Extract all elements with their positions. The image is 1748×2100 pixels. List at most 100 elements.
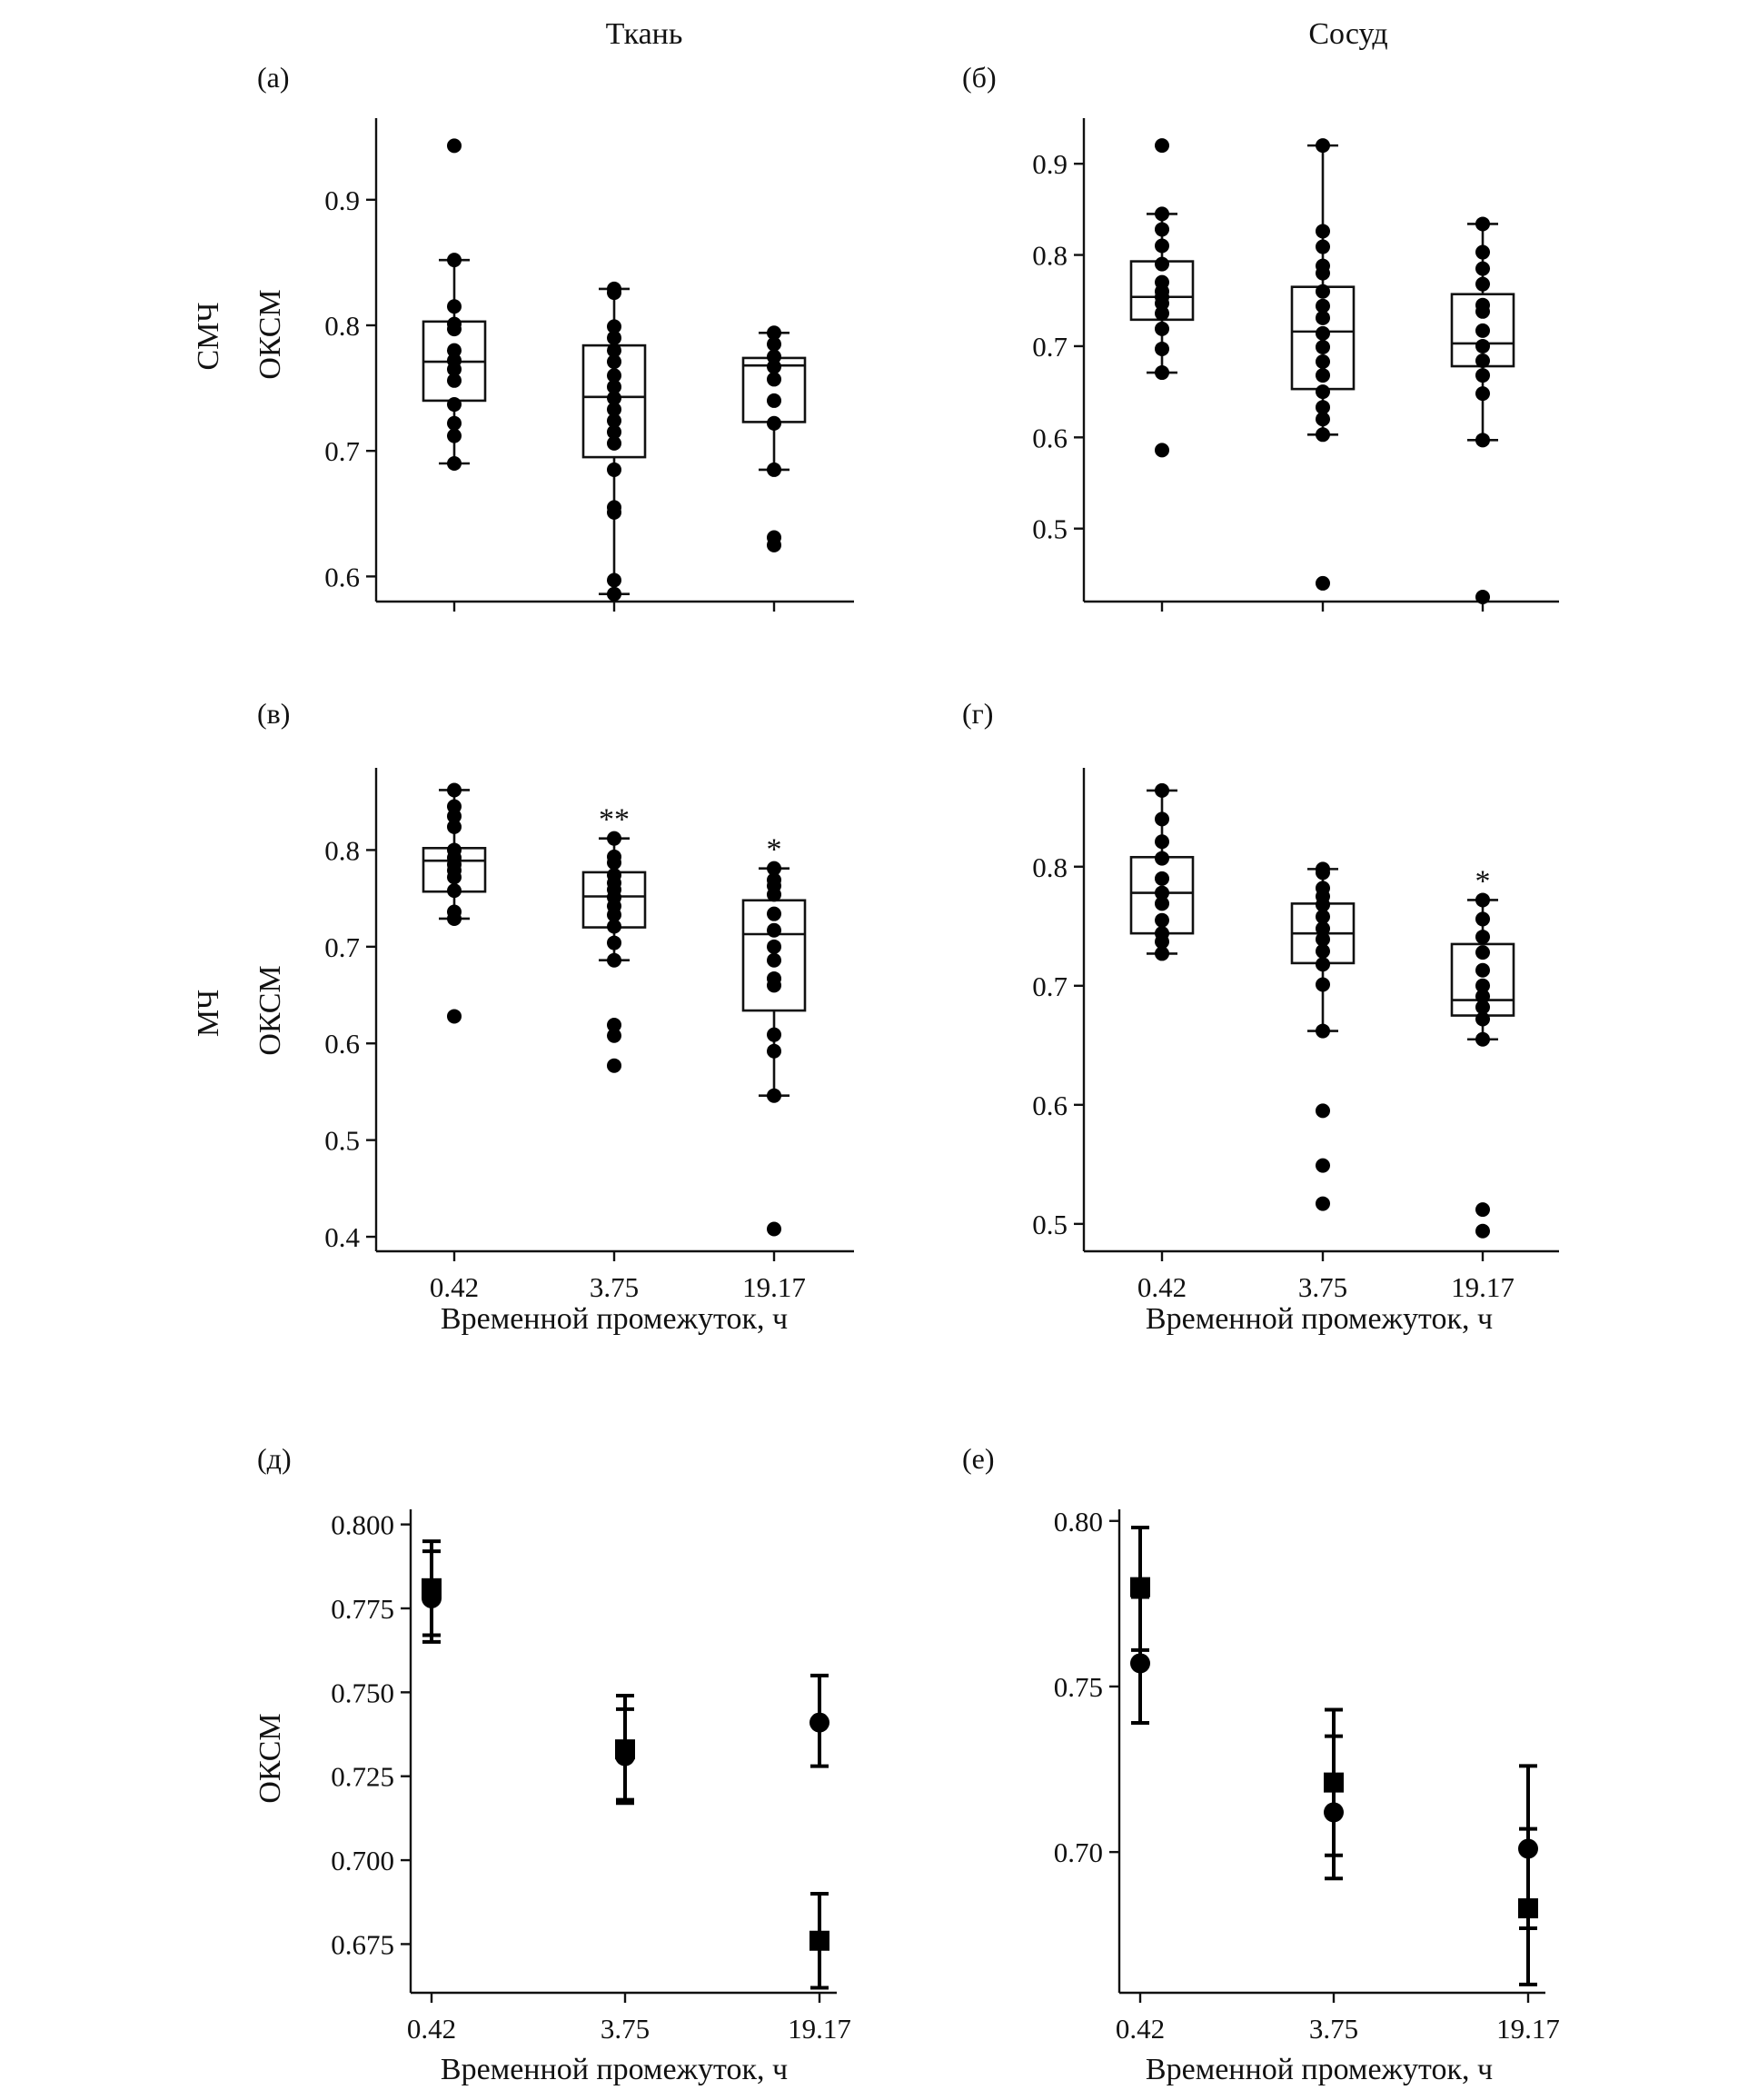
data-point: [1475, 216, 1490, 232]
data-point: [767, 952, 781, 968]
data-point: [767, 1221, 781, 1237]
data-point: [1316, 298, 1330, 314]
data-point: [607, 462, 621, 477]
data-point: [447, 870, 462, 885]
y-tick-label: 0.800: [331, 1509, 394, 1541]
y-tick-label: 0.7: [1032, 331, 1068, 363]
data-point: [767, 1088, 781, 1103]
y-tick-label: 0.9: [1032, 148, 1068, 180]
data-point: [1316, 400, 1330, 415]
data-point: [1155, 871, 1169, 886]
y-tick-label: 0.6: [1032, 422, 1068, 453]
mean-marker-square: [1518, 1898, 1538, 1919]
panel-label-f: (е): [962, 1442, 995, 1475]
data-point: [1155, 238, 1169, 254]
data-point: [1316, 310, 1330, 325]
y-tick-label: 0.8: [324, 310, 360, 342]
mean-marker-square: [1130, 1577, 1150, 1597]
x-axis-label-e: Временной промежуток, ч: [441, 2053, 788, 2086]
x-tick-label: 0.42: [1137, 1271, 1187, 1303]
data-point: [607, 354, 621, 370]
x-tick-label: 19.17: [1496, 2013, 1560, 2045]
data-point: [1155, 321, 1169, 336]
x-axis-label-f: Временной промежуток, ч: [1146, 2053, 1493, 2086]
y-tick-label: 0.8: [1032, 851, 1068, 883]
significance-marker: **: [599, 803, 630, 837]
data-point: [1155, 946, 1169, 961]
data-point: [607, 1058, 621, 1073]
data-point: [1475, 945, 1490, 960]
data-point: [1316, 265, 1330, 281]
data-point: [607, 343, 621, 358]
data-point: [1155, 851, 1169, 866]
data-point: [1475, 323, 1490, 338]
data-point: [447, 299, 462, 314]
x-tick-label: 19.17: [1451, 1271, 1515, 1303]
data-point: [447, 883, 462, 899]
data-point: [1475, 1031, 1490, 1047]
data-point: [607, 935, 621, 950]
data-point: [1155, 896, 1169, 911]
data-point: [1475, 304, 1490, 319]
data-point: [1475, 1000, 1490, 1015]
y-tick-label: 0.775: [331, 1593, 394, 1625]
data-point: [1155, 222, 1169, 237]
data-point: [607, 413, 621, 429]
data-point: [1316, 325, 1330, 341]
data-point: [447, 397, 462, 413]
x-tick-label: 0.42: [407, 2013, 456, 2045]
y-tick-label: 0.75: [1054, 1671, 1103, 1703]
y-tick-label: 0.7: [324, 931, 360, 963]
data-point: [1316, 1196, 1330, 1211]
data-point: [1475, 1223, 1490, 1239]
data-point: [767, 1027, 781, 1042]
data-point: [447, 782, 462, 798]
y-tick-label: 0.6: [324, 561, 360, 592]
row-label-mch: МЧ: [192, 990, 225, 1037]
data-point: [767, 349, 781, 364]
y-tick-label: 0.700: [331, 1845, 394, 1876]
data-point: [767, 906, 781, 921]
data-point: [1316, 1103, 1330, 1119]
y-tick-label: 0.5: [1032, 513, 1068, 545]
significance-marker: *: [1475, 864, 1491, 898]
data-point: [607, 831, 621, 846]
panel-d: (г) Временной промежуток, ч 0.5 0.6 0.7 0.8…: [962, 697, 1559, 1336]
data-point: [1316, 921, 1330, 936]
data-point: [1155, 138, 1169, 154]
data-point: [767, 336, 781, 352]
data-point: [1316, 897, 1330, 912]
data-point: [1155, 912, 1169, 928]
panel-label-e: (д): [257, 1442, 292, 1475]
data-point: [767, 922, 781, 938]
data-point: [767, 393, 781, 408]
data-point: [767, 978, 781, 993]
y-tick-label: 0.7: [324, 435, 360, 467]
mean-marker-circle: [809, 1712, 829, 1733]
data-point: [447, 373, 462, 388]
panel-e: (д) ОКСМ Временной промежуток, ч 0.675 0.…: [253, 1442, 851, 2086]
data-point: [447, 322, 462, 337]
panel-b: (б) 0.5 0.6 0.7 0.8 0.9: [962, 61, 1559, 612]
data-point: [1155, 305, 1169, 321]
y-tick-label: 0.4: [324, 1221, 360, 1253]
data-point: [607, 504, 621, 520]
data-point: [1316, 284, 1330, 299]
column-title-vessel: Сосуд: [1308, 17, 1387, 51]
data-point: [1475, 338, 1490, 353]
y-tick-label: 0.5: [324, 1125, 360, 1157]
data-point: [607, 855, 621, 871]
data-point: [1316, 1023, 1330, 1039]
data-point: [1475, 962, 1490, 978]
data-point: [1316, 384, 1330, 400]
data-point: [607, 391, 621, 406]
panel-label-a: (а): [257, 61, 290, 94]
y-axis-label-e: ОКСМ: [253, 1713, 287, 1803]
mean-marker-circle: [1130, 1653, 1150, 1674]
y-tick-label: 0.70: [1054, 1836, 1103, 1868]
data-point: [1316, 354, 1330, 370]
data-point: [1316, 865, 1330, 881]
data-point: [447, 253, 462, 268]
y-tick-label: 0.6: [324, 1028, 360, 1060]
y-tick-label: 0.675: [331, 1928, 394, 1960]
